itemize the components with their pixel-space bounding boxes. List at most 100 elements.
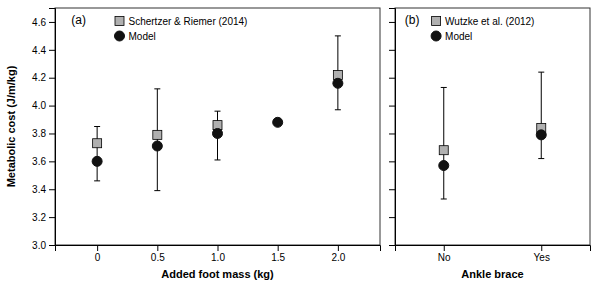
legend-marker (432, 17, 441, 26)
circle-point (213, 128, 223, 138)
x-axis-title: Added foot mass (kg) (161, 268, 274, 280)
series (93, 36, 343, 191)
y-tick-mark (49, 189, 55, 190)
x-tick: 1.5 (271, 245, 285, 263)
y-tick (389, 133, 395, 134)
y-tick-label: 3.6 (32, 156, 46, 167)
square-point (439, 146, 448, 155)
y-tick-mark (389, 22, 395, 23)
y-tick: 3.0 (32, 240, 55, 251)
panel-title: (a) (71, 13, 86, 27)
x-tick-mark (157, 245, 158, 251)
y-tick-mark (389, 217, 395, 218)
circle-point (439, 161, 449, 171)
y-tick: 4.0 (32, 100, 55, 111)
legend-item: Schertzer & Riemer (2014) (115, 16, 247, 27)
x-axis-title: Ankle brace (461, 268, 523, 280)
y-tick-label: 4.4 (32, 45, 46, 56)
y-tick-mark (49, 245, 55, 246)
y-tick: 4.2 (32, 72, 55, 83)
x-tick-mark (218, 245, 219, 251)
y-tick-label: 3.2 (32, 212, 46, 223)
x-tick-label: Yes (534, 252, 550, 263)
plot-area (439, 72, 547, 199)
legend-label: Schertzer & Riemer (2014) (129, 16, 248, 27)
y-axis-title: Metabolic cost (J/m/kg) (5, 65, 17, 187)
x-tick: 2.0 (331, 245, 345, 263)
legend-label: Model (129, 31, 156, 42)
error-bar (538, 72, 544, 158)
y-axis (389, 9, 396, 246)
error-bar (94, 127, 100, 181)
x-axis-line (396, 246, 591, 252)
y-tick-label: 3.8 (32, 128, 46, 139)
x-tick-mark (97, 245, 98, 251)
y-tick-mark (49, 78, 55, 79)
legend-item: Model (115, 31, 156, 42)
error-bar (441, 87, 447, 199)
plot-frame (395, 8, 590, 245)
y-axis-line (389, 9, 396, 246)
plot-frame (55, 8, 380, 245)
y-tick-mark (389, 161, 395, 162)
plot-area (92, 36, 343, 191)
y-tick: 4.6 (32, 17, 55, 28)
x-tick-label: 0.5 (151, 252, 165, 263)
x-tick-label: 1.5 (271, 252, 285, 263)
y-tick-mark (49, 161, 55, 162)
x-axis: No Yes (396, 245, 591, 263)
series (439, 130, 547, 171)
series (439, 72, 546, 199)
x-axis-line (56, 246, 381, 252)
y-tick: 3.2 (32, 212, 55, 223)
x-tick-label: No (438, 252, 451, 263)
legend-label: Model (445, 31, 472, 42)
y-tick: 3.8 (32, 128, 55, 139)
x-tick-mark (338, 245, 339, 251)
y-tick-mark (49, 106, 55, 107)
legend-marker (431, 31, 441, 41)
y-tick (389, 217, 395, 218)
x-tick: No (438, 245, 451, 263)
y-tick (389, 161, 395, 162)
y-tick-mark (389, 245, 395, 246)
y-axis: 3.0 3.2 3.4 3.6 3.8 4.0 4.2 4.4 4.6 (32, 9, 55, 251)
x-tick: 0 (95, 245, 101, 263)
x-axis: 0 0.5 1.0 1.5 2.0 (56, 245, 381, 263)
legend-marker (115, 17, 124, 26)
x-tick-label: 2.0 (331, 252, 345, 263)
y-tick-mark (389, 50, 395, 51)
circle-point (536, 130, 546, 140)
y-tick (389, 245, 395, 246)
y-tick: 3.4 (32, 184, 55, 195)
circle-point (273, 117, 283, 127)
y-tick: 4.4 (32, 45, 55, 56)
y-tick-mark (49, 50, 55, 51)
panel: NoYesAnkle brace(b)Wutzke et al. (2012)M… (389, 8, 591, 280)
x-tick: 1.0 (211, 245, 225, 263)
y-tick-label: 4.0 (32, 100, 46, 111)
x-tick-mark (541, 245, 542, 251)
legend-item: Wutzke et al. (2012) (432, 16, 535, 27)
y-tick (389, 50, 395, 51)
circle-point (92, 156, 102, 166)
x-tick-mark (278, 245, 279, 251)
y-tick (389, 189, 395, 190)
y-tick: 3.6 (32, 156, 55, 167)
circle-point (333, 78, 343, 88)
y-tick (389, 106, 395, 107)
legend: Wutzke et al. (2012) Model (431, 16, 534, 42)
y-tick-mark (49, 22, 55, 23)
y-tick-label: 3.0 (32, 240, 46, 251)
x-tick-label: 0 (95, 252, 101, 263)
legend-item: Model (431, 31, 472, 42)
legend: Schertzer & Riemer (2014) Model (115, 16, 248, 42)
legend-marker (115, 31, 125, 41)
y-tick-mark (49, 217, 55, 218)
y-tick-label: 3.4 (32, 184, 46, 195)
chart: 3.0 3.2 3.4 3.6 3.8 4.0 4.2 4.4 4.6 0 0.5 1.0 1.5 2.0… (0, 0, 600, 285)
square-point (93, 139, 102, 148)
circle-point (152, 141, 162, 151)
y-axis-line (49, 9, 56, 246)
y-tick-mark (389, 189, 395, 190)
